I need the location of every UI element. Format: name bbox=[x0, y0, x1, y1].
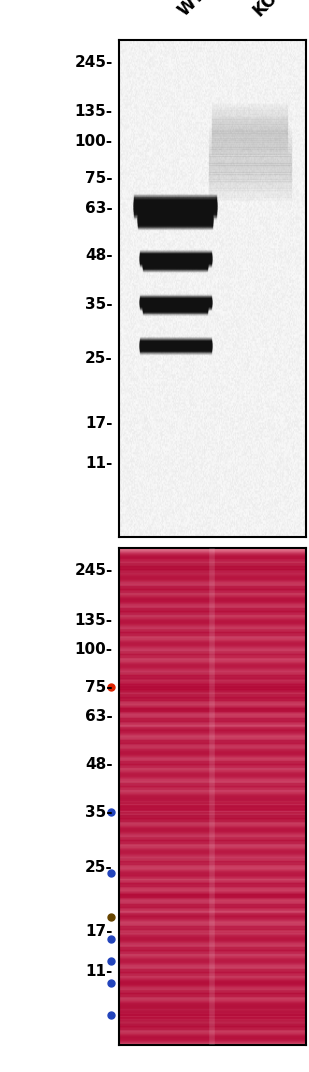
Text: 135-: 135- bbox=[75, 104, 113, 119]
Text: 135-: 135- bbox=[75, 612, 113, 627]
Text: 245-: 245- bbox=[74, 55, 113, 70]
Text: 48-: 48- bbox=[85, 249, 113, 264]
Text: 63-: 63- bbox=[85, 202, 113, 217]
Text: KO: KO bbox=[250, 0, 281, 19]
Text: 75-: 75- bbox=[85, 680, 113, 695]
Text: WT: WT bbox=[175, 0, 209, 19]
Text: 245-: 245- bbox=[74, 563, 113, 578]
Text: 63-: 63- bbox=[85, 710, 113, 725]
Text: 75-: 75- bbox=[85, 172, 113, 187]
Text: 35-: 35- bbox=[85, 805, 113, 820]
Text: 17-: 17- bbox=[85, 924, 113, 939]
Text: 48-: 48- bbox=[85, 757, 113, 772]
Text: 100-: 100- bbox=[75, 642, 113, 657]
Text: 25-: 25- bbox=[85, 352, 113, 367]
Text: 35-: 35- bbox=[85, 297, 113, 312]
Text: 100-: 100- bbox=[75, 134, 113, 149]
Text: 11-: 11- bbox=[85, 456, 113, 471]
Text: 17-: 17- bbox=[85, 416, 113, 431]
Text: 25-: 25- bbox=[85, 860, 113, 875]
Text: 11-: 11- bbox=[85, 964, 113, 979]
